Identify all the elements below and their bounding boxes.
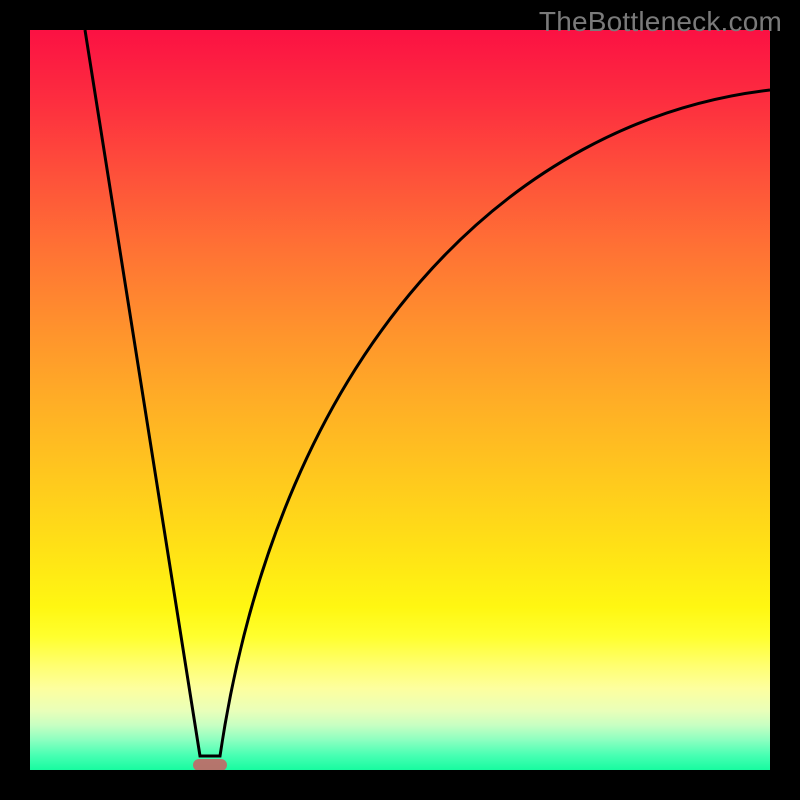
- chart-svg: [0, 0, 800, 800]
- bottleneck-chart: [0, 0, 800, 800]
- optimal-marker: [193, 759, 227, 771]
- plot-background: [30, 30, 770, 770]
- watermark-text: TheBottleneck.com: [539, 6, 782, 38]
